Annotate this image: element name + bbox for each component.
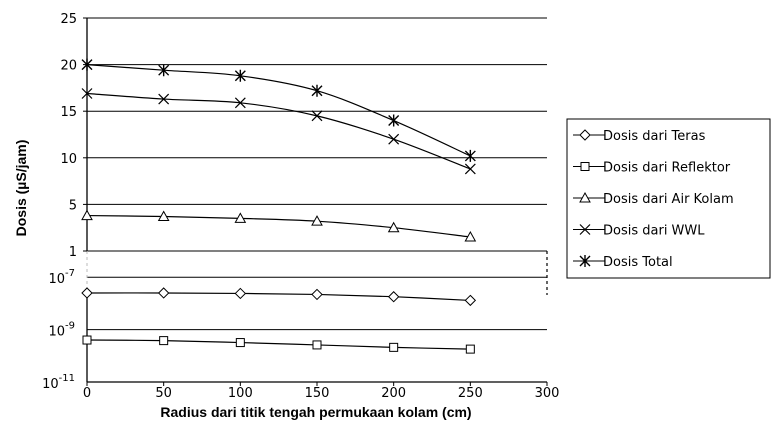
series-line bbox=[86, 214, 471, 238]
series bbox=[82, 335, 475, 354]
data-point-asterisk bbox=[311, 84, 323, 97]
data-point-square bbox=[82, 335, 92, 345]
x-axis-title: Radius dari titik tengah permukaan kolam… bbox=[160, 404, 471, 420]
series bbox=[81, 58, 476, 162]
legend: Dosis dari Teras Dosis dari Reflektor Dosi… bbox=[566, 118, 771, 279]
y-tick-label: 10-7 bbox=[48, 268, 75, 287]
y-tick-base: 10 bbox=[42, 377, 59, 392]
series-line bbox=[86, 339, 471, 350]
data-point-square bbox=[159, 336, 169, 346]
legend-marker bbox=[579, 191, 591, 203]
data-point-asterisk bbox=[464, 149, 476, 162]
x-tick-label: 200 bbox=[381, 386, 406, 401]
data-point-x bbox=[158, 93, 170, 105]
y-tick-label: 5 bbox=[69, 198, 77, 213]
data-point-asterisk bbox=[234, 69, 246, 82]
data-point-diamond bbox=[464, 294, 477, 307]
legend-marker bbox=[579, 129, 591, 141]
y-tick-exponent: -7 bbox=[65, 268, 75, 279]
data-point-x bbox=[464, 163, 476, 175]
series bbox=[81, 88, 476, 175]
x-tick-label: 300 bbox=[535, 386, 560, 401]
y-tick-base: 10 bbox=[48, 272, 65, 287]
data-point-x bbox=[234, 97, 246, 109]
data-point-triangle bbox=[387, 221, 400, 233]
data-point-asterisk bbox=[81, 58, 93, 71]
y-tick-label: 10-11 bbox=[42, 373, 75, 392]
x-tick-label: 50 bbox=[155, 386, 172, 401]
y-tick-label: 15 bbox=[60, 105, 77, 120]
data-point-square bbox=[312, 340, 322, 350]
y-tick-label: 20 bbox=[60, 59, 77, 74]
data-point-square bbox=[389, 342, 399, 352]
x-tick-label: 250 bbox=[458, 386, 483, 401]
data-point-x bbox=[311, 110, 323, 122]
series bbox=[81, 287, 477, 307]
y-tick-exponent: -11 bbox=[59, 373, 75, 384]
x-tick-label: 150 bbox=[305, 386, 330, 401]
data-point-triangle bbox=[234, 212, 247, 223]
legend-label: Dosis dari WWL bbox=[603, 224, 705, 239]
series-layer bbox=[81, 58, 477, 354]
data-point-square bbox=[465, 344, 475, 354]
data-point-diamond bbox=[81, 287, 93, 299]
data-point-diamond bbox=[387, 291, 400, 303]
data-point-asterisk bbox=[388, 114, 400, 127]
data-point-triangle bbox=[311, 215, 323, 226]
legend-label: Dosis dari Teras bbox=[603, 129, 706, 144]
data-point-diamond bbox=[234, 287, 247, 300]
data-point-asterisk bbox=[158, 64, 170, 77]
data-point-triangle bbox=[81, 209, 93, 221]
legend-label: Dosis dari Air Kolam bbox=[603, 192, 734, 207]
y-tick-base: 10 bbox=[48, 325, 65, 340]
y-axis-title: Dosis (µS/jam) bbox=[13, 140, 29, 237]
series-line bbox=[86, 92, 471, 170]
y-tick-label: 10 bbox=[60, 152, 77, 167]
data-point-diamond bbox=[311, 288, 323, 301]
y-tick-label: 25 bbox=[60, 12, 77, 27]
legend-marker bbox=[579, 224, 591, 235]
y-tick-label: 1 bbox=[69, 245, 77, 260]
data-point-diamond bbox=[157, 287, 170, 299]
data-point-triangle bbox=[464, 230, 477, 242]
series-line bbox=[86, 292, 471, 302]
data-point-x bbox=[81, 88, 93, 99]
x-tick-label: 0 bbox=[83, 386, 91, 401]
legend-marker bbox=[579, 255, 591, 267]
y-tick-label: 10-9 bbox=[48, 321, 75, 340]
legend-marker bbox=[580, 162, 590, 171]
series bbox=[81, 209, 477, 242]
y-tick-exponent: -9 bbox=[65, 321, 75, 332]
data-point-x bbox=[388, 133, 400, 145]
legend-label: Dosis Total bbox=[603, 255, 673, 270]
legend-label: Dosis dari Reflektor bbox=[603, 161, 731, 176]
x-tick-label: 100 bbox=[228, 386, 253, 401]
data-point-square bbox=[235, 338, 245, 348]
series-line bbox=[86, 64, 471, 157]
data-point-triangle bbox=[157, 210, 170, 222]
